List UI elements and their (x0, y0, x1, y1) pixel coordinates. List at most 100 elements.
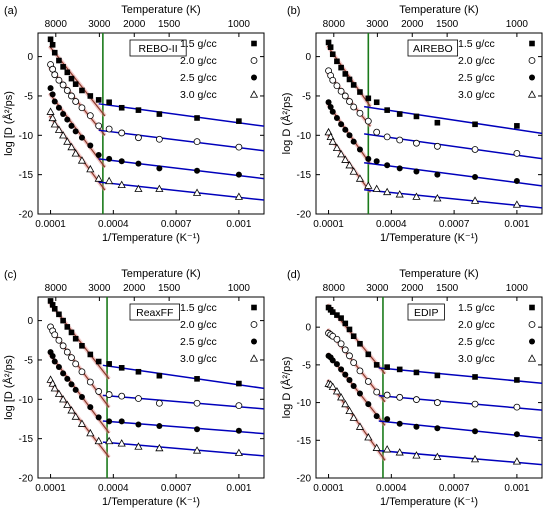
data-point (49, 353, 56, 360)
data-point (337, 393, 346, 401)
data-point (329, 309, 336, 315)
legend-marker (251, 74, 257, 81)
top-axis-label: Temperature (K) (399, 268, 478, 280)
data-point (395, 448, 404, 456)
data-point (338, 366, 345, 373)
fit-line-low-t (364, 105, 542, 135)
data-point (59, 81, 67, 89)
y-tick-label: -10 (19, 131, 34, 142)
data-point (234, 448, 243, 456)
data-point (433, 194, 442, 202)
data-point (341, 399, 350, 408)
data-point (68, 354, 75, 361)
data-point (67, 406, 76, 414)
top-tick-label: 1500 (158, 19, 181, 30)
data-point (63, 348, 71, 356)
y-tick-label: -10 (297, 131, 312, 142)
legend-marker (250, 57, 258, 64)
data-point (413, 139, 420, 147)
data-point (396, 420, 403, 427)
legend-marker (529, 74, 535, 81)
top-tick-label: 1500 (436, 19, 459, 30)
data-point (47, 298, 54, 304)
y-tick-label: 0 (27, 316, 33, 327)
data-point (95, 151, 102, 158)
legend-label: 3.0 g/cc (180, 89, 217, 101)
data-point (235, 143, 243, 151)
data-point (78, 134, 85, 141)
data-point (86, 164, 95, 173)
data-point (434, 425, 441, 432)
fit-line-low-t (364, 189, 542, 209)
data-point (86, 378, 94, 386)
data-point (512, 200, 521, 208)
data-point (434, 372, 441, 379)
data-point (193, 138, 201, 146)
data-point (235, 171, 242, 178)
data-point (514, 377, 520, 383)
data-point (155, 399, 163, 407)
data-point (357, 340, 363, 347)
y-tick-label: -15 (297, 436, 312, 447)
y-tick-label: -5 (24, 91, 33, 102)
plot-area (324, 297, 542, 478)
top-tick-label: 2000 (123, 283, 146, 294)
data-point (328, 382, 337, 390)
data-point (345, 406, 354, 414)
legend-marker (529, 338, 535, 345)
top-tick-label: 2000 (401, 19, 424, 30)
x-axis-label: 1/Temperature (K⁻¹) (102, 496, 200, 508)
data-point (236, 380, 242, 387)
data-point (356, 146, 363, 153)
data-point (87, 351, 94, 358)
data-point (68, 92, 75, 100)
data-point (77, 156, 87, 164)
x-tick-label: 0.0001 (313, 219, 344, 230)
data-point (324, 127, 333, 136)
data-point (105, 436, 114, 445)
x-axis-label: 1/Temperature (K⁻¹) (102, 232, 200, 244)
data-point (135, 134, 142, 142)
data-point (72, 335, 79, 342)
legend-label: 1.5 g/cc (180, 38, 217, 50)
data-point (60, 370, 67, 377)
top-tick-label: 2000 (401, 283, 424, 294)
data-point (155, 443, 164, 452)
data-point (346, 76, 353, 83)
data-point (384, 416, 391, 423)
data-point (413, 423, 420, 430)
legend-label: 1.5 g/cc (458, 302, 495, 314)
data-point (135, 368, 142, 375)
data-point (63, 137, 72, 145)
data-point (51, 331, 59, 339)
legend-label: 2.0 g/cc (458, 55, 495, 67)
data-point (433, 142, 441, 150)
data-point (342, 371, 349, 378)
data-point (471, 400, 479, 408)
data-point (413, 396, 420, 403)
data-point (87, 93, 94, 99)
data-point (334, 312, 340, 318)
data-point (383, 445, 392, 453)
legend-marker (249, 90, 259, 98)
data-point (346, 352, 353, 360)
top-tick-label: 8000 (323, 19, 346, 30)
legend-label: 3.0 g/cc (458, 89, 495, 101)
data-point (365, 155, 372, 162)
data-point (192, 188, 202, 196)
y-tick-label: -5 (24, 355, 33, 366)
data-point (78, 393, 85, 400)
data-point (373, 362, 380, 368)
data-point (327, 44, 334, 50)
data-point (235, 402, 243, 410)
model-label-box (407, 39, 458, 57)
data-point (332, 143, 342, 152)
data-point (345, 160, 354, 169)
model-label: AIREBO (413, 43, 453, 55)
data-point (329, 51, 336, 58)
data-point (338, 315, 344, 321)
data-point (384, 162, 391, 169)
plot-frame (315, 32, 543, 215)
x-tick-label: 0.0001 (35, 483, 66, 494)
